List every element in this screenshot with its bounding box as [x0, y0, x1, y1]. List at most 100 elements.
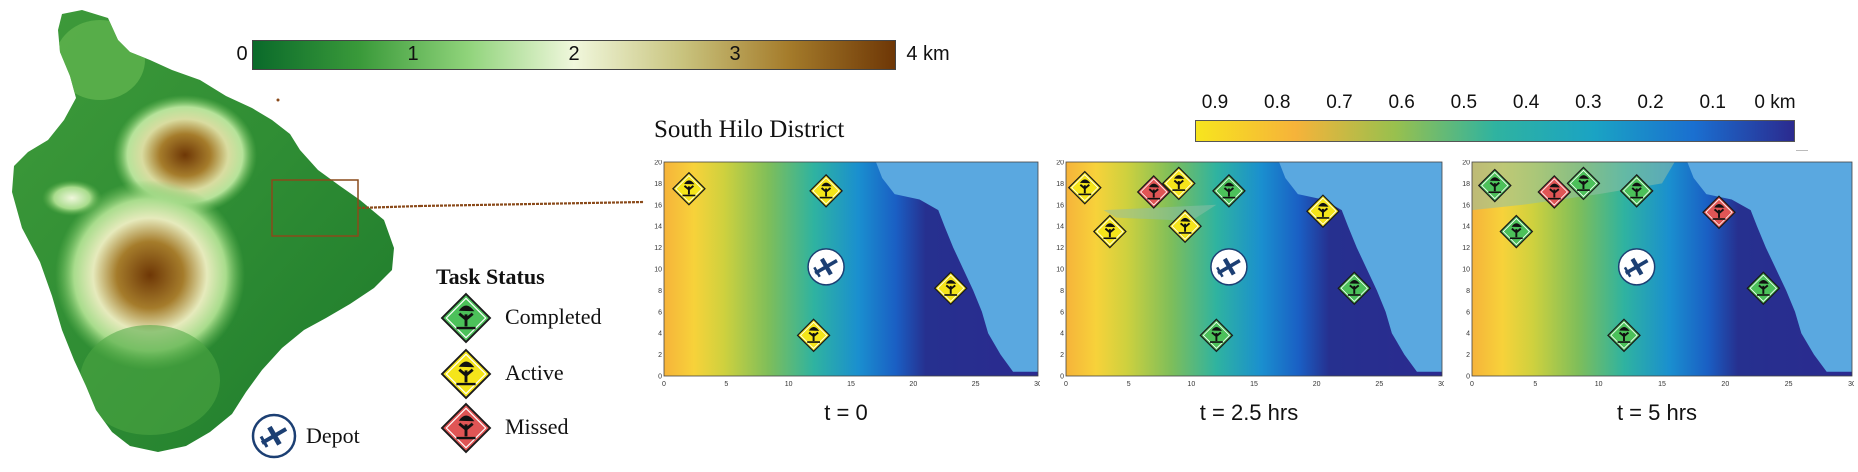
elevation-colorbar [252, 40, 896, 70]
legend-label-missed: Missed [505, 414, 569, 439]
x-tick-label: 15 [1658, 381, 1666, 388]
distance-tick-label: 0.7 [1326, 92, 1353, 113]
y-tick-label: 4 [1060, 331, 1064, 338]
plot-frame [1065, 161, 1443, 377]
x-tick-label: 10 [1187, 381, 1195, 388]
legend-title: Task Status [436, 264, 545, 289]
panel-plot: 0 5 10 15 20 25 30 0 2 4 6 8 10 12 14 16 18 20 [654, 160, 1042, 389]
depot-marker [1617, 248, 1656, 286]
task-marker-completed [1499, 214, 1534, 249]
distance-tick-label: 0.2 [1637, 92, 1664, 113]
task-marker-active [1306, 194, 1340, 229]
task-marker-active [1092, 214, 1127, 249]
distance-tick-label: 0.4 [1512, 92, 1540, 113]
elevation-tick-label: 1 [407, 43, 419, 65]
island-elevation-map [0, 0, 421, 468]
distance-tick-label: 0.8 [1264, 92, 1291, 113]
task-marker-active [796, 318, 831, 353]
task-marker-completed [1746, 271, 1781, 306]
distance-tick-label: 0.6 [1388, 92, 1415, 113]
distance-tick-label: 0.5 [1450, 92, 1478, 113]
x-tick-label: 30 [1438, 381, 1444, 388]
x-tick-label: 5 [724, 381, 728, 388]
time-label: t = 0 [824, 400, 868, 425]
task-marker-missed [440, 402, 492, 454]
legend-label-active: Active [505, 360, 564, 385]
task-marker-completed [1337, 271, 1372, 306]
y-tick-label: 16 [1462, 202, 1470, 209]
completed-status-icon [440, 292, 492, 344]
y-tick-label: 0 [1466, 374, 1470, 381]
task-marker-missed [1702, 195, 1736, 230]
active-status-icon [440, 348, 492, 400]
y-tick-label: 18 [654, 181, 662, 188]
x-tick-label: 25 [972, 381, 980, 388]
y-tick-label: 4 [1466, 331, 1470, 338]
y-tick-label: 14 [654, 224, 662, 231]
y-tick-label: 16 [1056, 202, 1064, 209]
x-tick-label: 30 [1848, 381, 1854, 388]
distance-colorbar [1195, 120, 1795, 142]
x-tick-label: 0 [1470, 381, 1474, 388]
task-marker-active [1161, 166, 1196, 201]
task-marker-active [440, 348, 492, 400]
y-tick-label: 0 [1060, 374, 1064, 381]
depot-marker [1210, 248, 1248, 286]
task-marker-completed [440, 292, 492, 344]
task-marker-completed [1477, 168, 1512, 203]
y-tick-label: 8 [1466, 288, 1470, 295]
plot-frame [1471, 161, 1853, 377]
y-tick-label: 2 [1060, 352, 1064, 359]
x-tick-label: 25 [1375, 381, 1383, 388]
y-tick-label: 12 [1462, 245, 1470, 252]
x-tick-label: 10 [1595, 381, 1603, 388]
y-tick-label: 14 [1056, 224, 1064, 231]
task-marker-active [1067, 170, 1102, 205]
x-tick-label: 20 [1721, 381, 1729, 388]
distance-tick-label: 0 km [1754, 92, 1796, 113]
task-marker-missed [1537, 175, 1572, 209]
y-tick-label: 10 [654, 267, 662, 274]
x-tick-label: 10 [785, 381, 793, 388]
y-tick-label: 2 [658, 352, 662, 359]
elevation-tick-label: 2 [568, 43, 580, 65]
task-marker-missed [1136, 175, 1171, 209]
x-tick-label: 5 [1127, 381, 1131, 388]
task-marker-completed [1607, 318, 1641, 353]
x-tick-label: 0 [1064, 381, 1068, 388]
x-tick-label: 25 [1785, 381, 1793, 388]
y-tick-label: 0 [658, 374, 662, 381]
task-marker-completed [1566, 166, 1601, 201]
y-tick-label: 12 [654, 245, 662, 252]
district-title: South Hilo District [654, 116, 845, 143]
panel-plot: 0 5 10 15 20 25 30 0 2 4 6 8 10 12 14 16 18 20 [1462, 160, 1856, 389]
plot-frame [663, 161, 1039, 377]
elevation-tick-label: 0 [236, 43, 248, 65]
y-tick-label: 18 [1056, 181, 1064, 188]
elevation-tick-label: 3 [729, 43, 741, 65]
y-tick-label: 10 [1462, 267, 1470, 274]
map-panel-2: 0 5 10 15 20 25 30 0 2 4 6 8 10 12 14 16 18 20 [1054, 160, 1446, 392]
depot-marker [807, 248, 845, 286]
y-tick-label: 6 [1466, 309, 1470, 316]
y-tick-label: 8 [658, 288, 662, 295]
task-marker-active [672, 171, 706, 206]
x-tick-label: 15 [1250, 381, 1258, 388]
map-panel-1: 0 5 10 15 20 25 30 0 2 4 6 8 10 12 14 16 18 20 [652, 160, 1042, 392]
task-marker-completed [1199, 318, 1234, 353]
x-tick-label: 20 [1313, 381, 1321, 388]
ocean-area [1279, 162, 1442, 372]
task-marker-active [809, 173, 843, 208]
x-tick-label: 15 [847, 381, 855, 388]
task-marker-active [1168, 209, 1202, 244]
distance-tick-label: 0.1 [1699, 92, 1726, 113]
y-tick-label: 14 [1462, 224, 1470, 231]
panel-plot: 0 5 10 15 20 25 30 0 2 4 6 8 10 12 14 16 18 20 [1056, 160, 1446, 389]
colorbar-end-mark [1796, 150, 1808, 151]
y-tick-label: 6 [658, 309, 662, 316]
y-tick-label: 18 [1462, 181, 1470, 188]
x-tick-label: 30 [1034, 381, 1040, 388]
time-label: t = 2.5 hrs [1199, 400, 1299, 425]
y-tick-label: 20 [1056, 160, 1064, 167]
y-tick-label: 16 [654, 202, 662, 209]
